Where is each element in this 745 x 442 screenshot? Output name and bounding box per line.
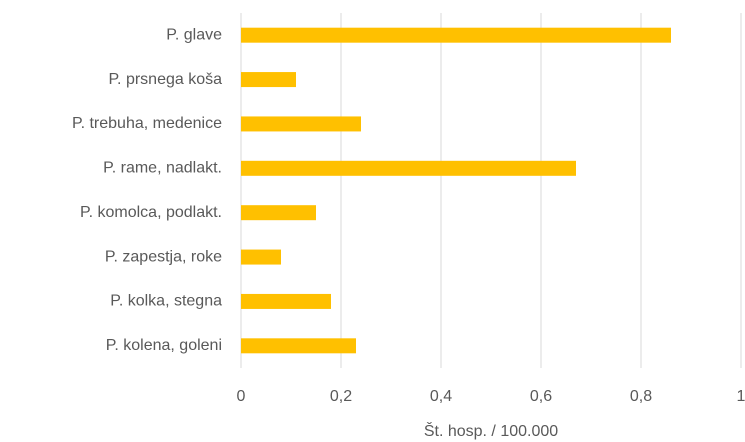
bar bbox=[241, 249, 281, 265]
bar bbox=[241, 160, 576, 176]
x-axis-label: Št. hosp. / 100.000 bbox=[424, 421, 558, 440]
y-tick-label: P. trebuha, medenice bbox=[72, 115, 222, 132]
x-tick-label: 0,8 bbox=[630, 388, 652, 405]
y-tick-label: P. prsnega koša bbox=[108, 71, 222, 88]
y-tick-label: P. zapestja, roke bbox=[105, 248, 222, 265]
bar bbox=[241, 293, 331, 309]
y-tick-label: P. kolka, stegna bbox=[110, 293, 222, 310]
x-tick-label: 0,2 bbox=[330, 388, 352, 405]
x-tick-label: 0 bbox=[237, 388, 246, 405]
y-tick-label: P. rame, nadlakt. bbox=[103, 160, 222, 177]
y-tick-label: P. glave bbox=[166, 26, 222, 43]
y-tick-label: P. komolca, podlakt. bbox=[80, 204, 222, 221]
bar bbox=[241, 116, 361, 132]
y-tick-label: P. kolena, goleni bbox=[106, 337, 222, 354]
bar bbox=[241, 205, 316, 221]
x-tick-label: 0,6 bbox=[530, 388, 552, 405]
bar bbox=[241, 27, 671, 43]
x-tick-label: 0,4 bbox=[430, 388, 452, 405]
bar bbox=[241, 72, 296, 88]
bar bbox=[241, 338, 356, 354]
x-tick-label: 1 bbox=[737, 388, 745, 405]
